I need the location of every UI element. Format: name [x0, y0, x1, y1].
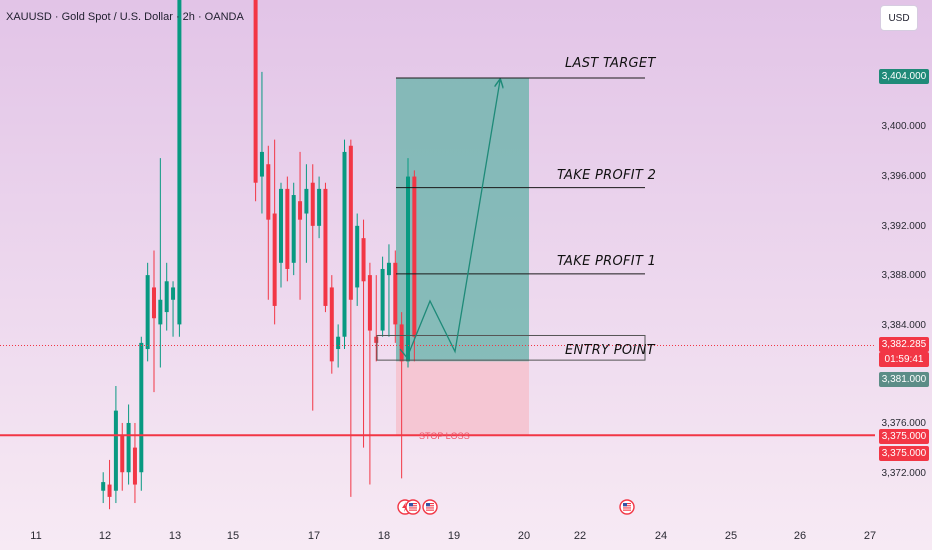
candle-down[interactable]: [393, 262, 398, 325]
candle-down[interactable]: [310, 182, 315, 226]
candle-up[interactable]: [291, 195, 296, 263]
candle-up[interactable]: [317, 188, 322, 226]
symbol-title[interactable]: XAUUSD · Gold Spot / U.S. Dollar · 2h · …: [6, 11, 244, 23]
price-label: 3,372.000: [881, 468, 927, 479]
flag-stripe: [623, 509, 631, 511]
current-price-badge: 3,382.285: [879, 337, 929, 352]
entry-point-box[interactable]: [376, 334, 646, 361]
target-zone[interactable]: [396, 78, 529, 362]
price-label: 3,396.000: [881, 171, 927, 182]
candle-down[interactable]: [323, 188, 328, 306]
flag-stripe: [426, 507, 434, 509]
candle-up[interactable]: [177, 0, 182, 325]
time-label: 13: [168, 530, 182, 542]
time-label: 15: [226, 530, 240, 542]
candle-up[interactable]: [342, 151, 347, 337]
candle-down[interactable]: [152, 287, 156, 319]
time-label: 12: [98, 530, 112, 542]
candle-down[interactable]: [253, 0, 258, 183]
stop-zone[interactable]: [396, 361, 529, 436]
candle-up[interactable]: [145, 275, 150, 350]
flag-canton: [426, 503, 430, 507]
time-label: 25: [724, 530, 738, 542]
price-label: 3,384.000: [881, 320, 927, 331]
candle-down[interactable]: [367, 275, 372, 331]
candle-down[interactable]: [412, 176, 417, 337]
candle-up[interactable]: [171, 287, 176, 300]
last-target-label[interactable]: LAST TARGET: [565, 56, 656, 71]
candle-down[interactable]: [272, 213, 277, 306]
candle-up[interactable]: [259, 151, 264, 177]
projected-path[interactable]: [399, 80, 500, 359]
candle-down[interactable]: [107, 484, 112, 497]
time-label: 22: [573, 530, 587, 542]
candle-up[interactable]: [406, 176, 410, 362]
us-flag-icon[interactable]: [619, 499, 635, 515]
time-label: 20: [517, 530, 531, 542]
stop-loss-label[interactable]: STOP LOSS: [419, 431, 470, 441]
candle-up[interactable]: [164, 281, 169, 313]
candle-down[interactable]: [285, 188, 290, 269]
candle-up[interactable]: [279, 188, 283, 263]
event-icon-ring: [422, 499, 438, 515]
lightning-icon: [402, 502, 408, 512]
candle-down[interactable]: [266, 164, 271, 220]
candle-up[interactable]: [336, 336, 341, 350]
candle-down[interactable]: [348, 145, 353, 300]
price-label: 3,388.000: [881, 270, 927, 281]
candle-up[interactable]: [380, 268, 385, 331]
countdown-badge: 01:59:41: [879, 352, 929, 367]
time-label: 19: [447, 530, 461, 542]
stop-price-badge: 3,375.000: [879, 446, 929, 461]
flag-stripe: [623, 507, 631, 509]
flag-stripe: [409, 507, 417, 509]
target-price-badge: 3,404.000: [879, 69, 929, 84]
time-label: 27: [863, 530, 877, 542]
us-flag-icon[interactable]: [405, 499, 421, 515]
candle-up[interactable]: [304, 188, 309, 214]
price-label: 3,376.000: [881, 418, 927, 429]
candle-down[interactable]: [374, 336, 379, 343]
candle-down[interactable]: [132, 447, 137, 485]
price-label: 3,392.000: [881, 221, 927, 232]
candle-up[interactable]: [113, 410, 118, 491]
flag-stripe: [426, 509, 434, 511]
price-label: 3,400.000: [881, 121, 927, 132]
stop-price-badge: 3,375.000: [879, 429, 929, 444]
candle-up[interactable]: [158, 299, 163, 325]
time-label: 17: [307, 530, 321, 542]
entry-point-label[interactable]: ENTRY POINT: [565, 343, 655, 358]
candle-down[interactable]: [298, 201, 303, 220]
candle-up[interactable]: [355, 225, 360, 288]
candle-up[interactable]: [101, 482, 106, 491]
candle-down[interactable]: [361, 238, 366, 282]
event-icon-ring: [405, 499, 421, 515]
time-label: 11: [30, 530, 42, 542]
event-icon-ring: [619, 499, 635, 515]
candle-up[interactable]: [386, 262, 391, 276]
candle-down[interactable]: [120, 435, 125, 473]
time-label: 18: [377, 530, 391, 542]
candle-up[interactable]: [139, 342, 144, 473]
flag-stripe: [409, 509, 417, 511]
us-flag-icon[interactable]: [422, 499, 438, 515]
time-label: 26: [793, 530, 807, 542]
currency-button[interactable]: USD: [880, 5, 918, 31]
candle-down[interactable]: [329, 287, 334, 362]
entry-price-badge: 3,381.000: [879, 372, 929, 387]
take-profit-2-label[interactable]: TAKE PROFIT 2: [557, 168, 657, 183]
candle-down[interactable]: [399, 324, 404, 362]
time-label: 24: [654, 530, 668, 542]
take-profit-1-label[interactable]: TAKE PROFIT 1: [557, 254, 657, 269]
candle-up[interactable]: [126, 422, 131, 473]
flag-canton: [409, 503, 413, 507]
flag-canton: [623, 503, 627, 507]
